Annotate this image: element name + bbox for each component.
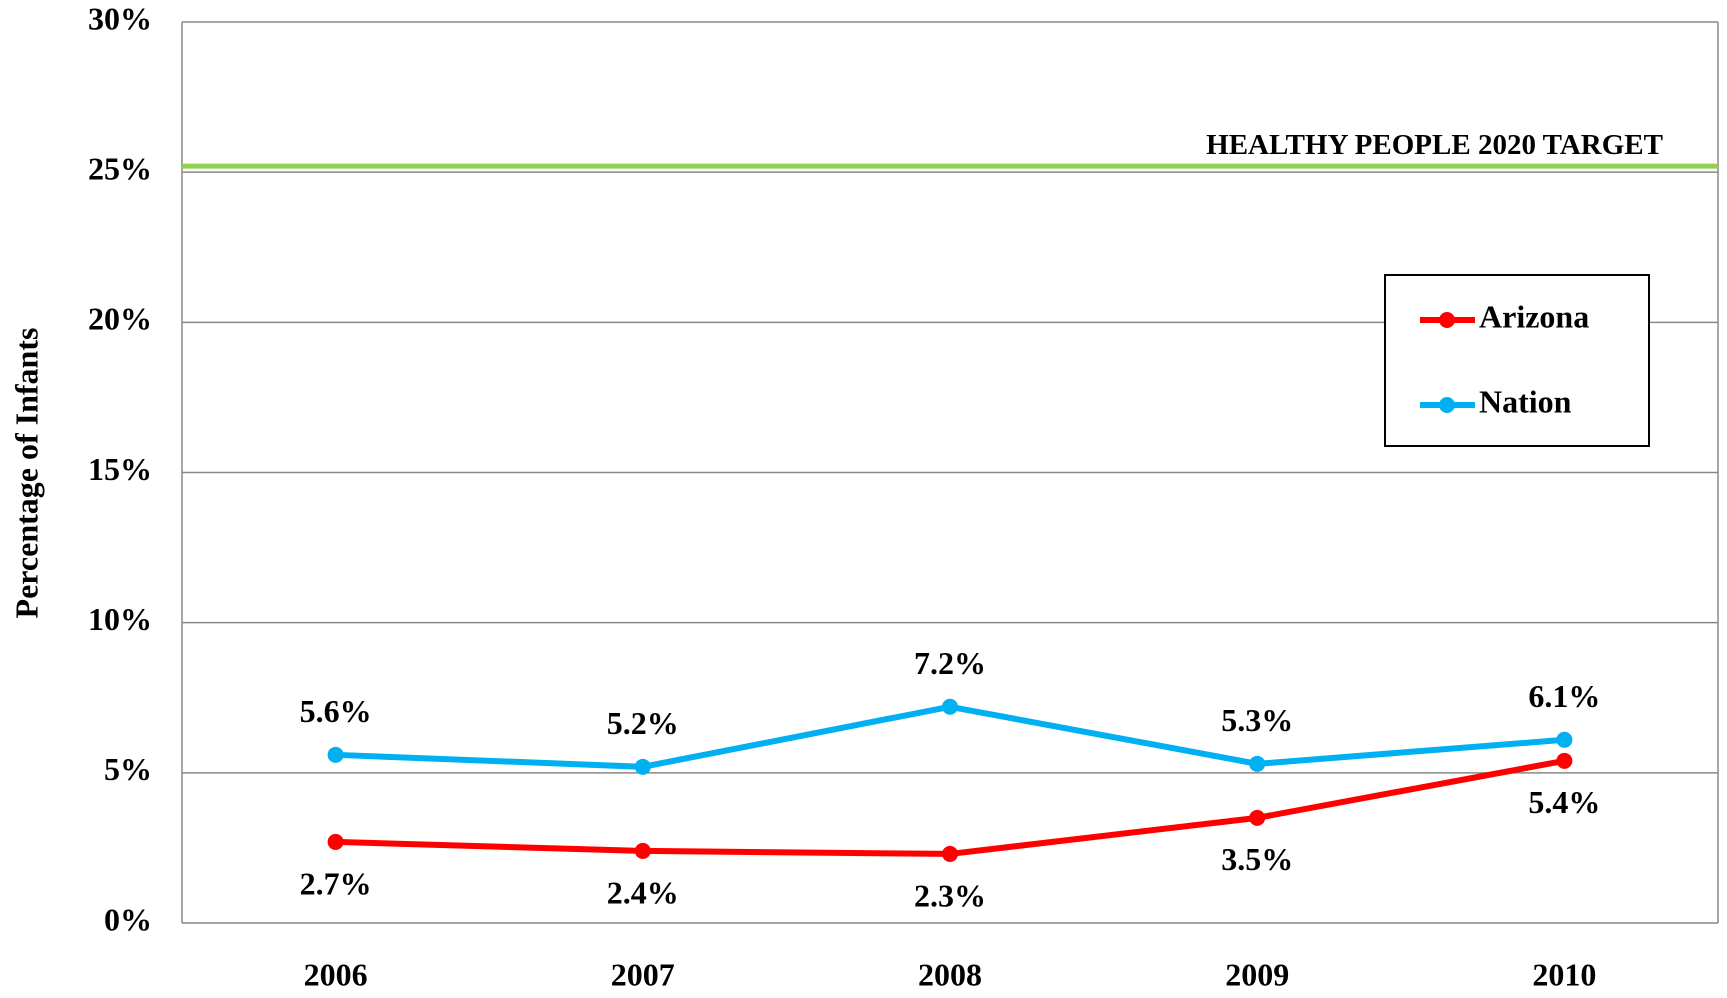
point [1556, 731, 1573, 748]
x-tick-label: 2006 [304, 956, 368, 992]
legend-label: Arizona [1479, 298, 1589, 334]
point [1249, 809, 1266, 826]
point [327, 833, 344, 850]
data-label: 5.6% [300, 693, 372, 729]
y-tick-label: 15% [88, 451, 152, 487]
x-tick-label: 2007 [611, 956, 675, 992]
data-label: 2.4% [607, 874, 679, 910]
data-label: 5.3% [1221, 702, 1293, 738]
point [327, 746, 344, 763]
data-label: 6.1% [1528, 678, 1600, 714]
x-tick-label: 2010 [1532, 956, 1596, 992]
y-tick-label: 20% [88, 301, 152, 337]
legend-label: Nation [1479, 383, 1572, 419]
data-label: 2.3% [914, 877, 986, 913]
point [634, 842, 651, 859]
point [1556, 752, 1573, 769]
data-label: 3.5% [1221, 841, 1293, 877]
series-line [335, 757, 1565, 857]
x-tick-label: 2009 [1225, 956, 1289, 992]
legend-marker [1439, 397, 1455, 413]
point [634, 758, 651, 775]
series-line [335, 703, 1565, 770]
target-label: HEALTHY PEOPLE 2020 TARGET [1206, 129, 1663, 161]
y-tick-label: 0% [104, 901, 152, 937]
point [942, 698, 958, 715]
data-label: 2.7% [300, 865, 372, 901]
legend-marker [1439, 312, 1455, 328]
y-tick-label: 5% [104, 751, 152, 787]
point [942, 845, 958, 862]
data-label: 5.4% [1528, 784, 1600, 820]
data-label: 5.2% [607, 705, 679, 741]
x-tick-label: 2008 [918, 956, 982, 992]
y-tick-label: 25% [88, 151, 152, 187]
data-label: 7.2% [914, 645, 986, 681]
y-axis-label: Percentage of Infants [8, 328, 44, 619]
point [1249, 755, 1266, 772]
y-tick-label: 10% [88, 601, 152, 637]
legend-box [1384, 274, 1650, 447]
y-tick-label: 30% [88, 0, 152, 36]
